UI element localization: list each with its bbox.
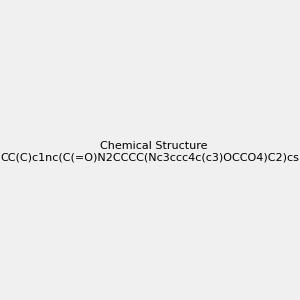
Text: Chemical Structure
CC(C)c1nc(C(=O)N2CCCC(Nc3ccc4c(c3)OCCO4)C2)cs1: Chemical Structure CC(C)c1nc(C(=O)N2CCCC… <box>1 141 300 162</box>
